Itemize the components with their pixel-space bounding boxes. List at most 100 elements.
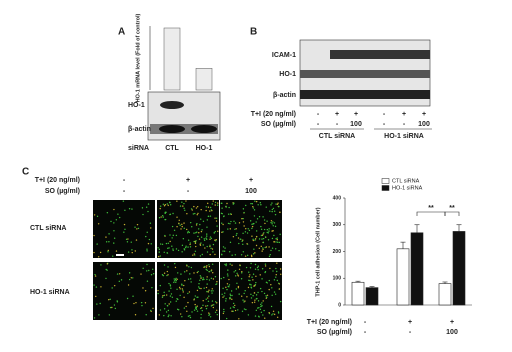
cell	[216, 302, 218, 304]
cell	[251, 235, 253, 237]
scale-bar	[116, 254, 124, 256]
cell	[273, 291, 276, 293]
cell	[151, 286, 153, 289]
cell	[199, 244, 202, 246]
cell	[164, 211, 166, 214]
cell	[182, 291, 184, 293]
cell	[135, 239, 138, 241]
cell	[161, 243, 164, 245]
cell	[186, 310, 188, 313]
cell	[147, 203, 150, 205]
cell	[145, 314, 147, 316]
condition-value: -	[317, 111, 320, 118]
cell	[271, 210, 273, 213]
cell	[206, 290, 208, 293]
group-label: CTL siRNA	[319, 133, 355, 140]
cell	[142, 287, 144, 289]
cell	[185, 200, 187, 202]
cell	[257, 269, 259, 271]
y-axis-label: HO-1 mRNA level (Fold of control)	[135, 13, 141, 102]
cell	[181, 225, 183, 228]
cell	[130, 277, 133, 279]
cell	[175, 281, 177, 284]
cell	[243, 308, 246, 310]
cell	[165, 311, 168, 313]
cell	[185, 246, 187, 249]
x-tick-label: CTL	[165, 145, 179, 152]
bar	[410, 232, 424, 306]
bar	[195, 68, 213, 91]
cell	[169, 285, 172, 287]
cell	[206, 226, 208, 228]
cell	[229, 307, 232, 309]
cell	[113, 222, 115, 224]
cell	[141, 304, 143, 307]
cell	[177, 249, 180, 252]
band	[160, 101, 184, 109]
cell	[252, 295, 254, 297]
cell	[171, 225, 174, 228]
cell	[183, 307, 186, 309]
condition-value: +	[422, 111, 426, 118]
cell	[107, 251, 109, 253]
cell	[229, 293, 231, 295]
cell	[200, 277, 202, 279]
cell	[249, 220, 252, 222]
cell	[244, 300, 246, 302]
cell	[250, 287, 253, 289]
cell	[273, 313, 276, 316]
cell	[203, 278, 205, 281]
cell	[201, 279, 204, 281]
cell	[261, 268, 264, 270]
cell	[117, 213, 119, 215]
cell	[246, 254, 249, 257]
cell	[252, 238, 254, 241]
cell	[185, 305, 187, 308]
micrograph	[93, 262, 155, 320]
cell	[214, 201, 217, 204]
cell	[206, 278, 208, 281]
cell	[180, 228, 182, 230]
cell	[186, 265, 188, 267]
cell	[257, 307, 259, 309]
sig-label: **	[449, 205, 455, 212]
cell	[262, 247, 264, 249]
cell	[231, 310, 233, 312]
cell	[150, 243, 152, 245]
cell	[120, 279, 123, 281]
condition-value: +	[402, 111, 406, 118]
cell	[272, 230, 274, 232]
cell	[276, 239, 278, 241]
cell	[179, 224, 181, 226]
cell	[265, 246, 268, 248]
cell	[164, 212, 166, 215]
cell	[249, 274, 251, 276]
cell	[214, 217, 216, 219]
cell	[186, 232, 189, 234]
cell	[169, 201, 171, 204]
cell	[97, 256, 100, 258]
cell	[275, 267, 277, 270]
cell	[269, 253, 271, 256]
cell	[99, 302, 101, 305]
cell	[200, 307, 203, 309]
cell	[235, 234, 238, 237]
cell	[199, 223, 201, 226]
cell	[181, 284, 183, 286]
legend-swatch	[381, 185, 390, 191]
cell	[273, 234, 275, 237]
cell	[214, 276, 217, 278]
cell	[171, 237, 173, 239]
cell	[207, 300, 210, 303]
cell	[194, 242, 197, 245]
cell	[249, 279, 251, 282]
cell	[188, 291, 191, 293]
cell	[254, 315, 257, 317]
cell	[115, 219, 118, 221]
cell	[225, 205, 227, 208]
cell	[241, 217, 243, 220]
cell	[130, 241, 132, 243]
cell	[206, 283, 208, 285]
cell	[276, 262, 278, 264]
cell	[167, 242, 170, 244]
